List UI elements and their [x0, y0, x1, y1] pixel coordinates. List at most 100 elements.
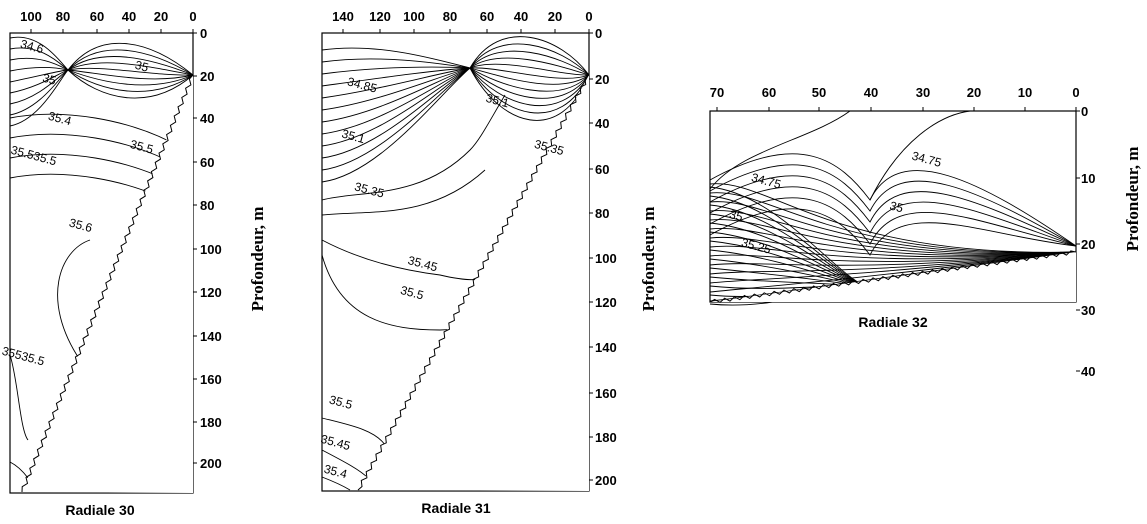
- chart-caption: Radiale 30: [65, 502, 134, 518]
- y-tick-label: 160: [200, 372, 222, 387]
- x-tick-label: 0: [585, 9, 592, 24]
- isoline: [469, 63, 590, 76]
- y-tick-label: 0: [200, 26, 207, 41]
- y-tick-label: 180: [595, 430, 617, 445]
- x-tick-label: 40: [864, 85, 878, 100]
- contour-label: 35.5: [129, 137, 155, 157]
- isoline: [9, 47, 69, 71]
- isoline: [469, 67, 590, 99]
- y-tick-label: 140: [595, 340, 617, 355]
- y-tick-label: 20: [595, 72, 609, 87]
- isoline: [709, 175, 1077, 247]
- x-tick-label: 60: [90, 9, 104, 24]
- isoline: [469, 36, 590, 76]
- isoline: [469, 43, 590, 76]
- isoline: [67, 49, 194, 76]
- isoline: [321, 67, 471, 87]
- isoline: [469, 67, 590, 85]
- isoline: [469, 67, 590, 114]
- x-tick-label: 20: [154, 9, 168, 24]
- y-axis-label: Profondeur, m: [1123, 147, 1142, 252]
- contour-label: 35: [41, 71, 58, 88]
- isoline: [321, 67, 471, 183]
- isoline: [869, 110, 971, 201]
- isoline: [67, 56, 194, 76]
- x-tick-label: 40: [514, 9, 528, 24]
- isoline: [709, 251, 1077, 275]
- x-tick-label: 140: [332, 9, 354, 24]
- contour-label: 35.4: [322, 462, 348, 482]
- isoline: [9, 69, 69, 94]
- isoline: [67, 69, 194, 99]
- isoline: [67, 69, 194, 92]
- y-tick-label: 140: [200, 329, 222, 344]
- isoline: [709, 228, 1077, 256]
- seabed-line: [21, 74, 194, 493]
- isoline: [469, 50, 590, 76]
- x-tick-label: 60: [762, 85, 776, 100]
- isoline: [321, 67, 471, 99]
- isoline: [67, 69, 194, 86]
- isoline: [9, 69, 69, 116]
- isoline: [321, 67, 471, 159]
- x-tick-label: 20: [967, 85, 981, 100]
- isoline: [321, 47, 471, 69]
- isoline: [321, 449, 369, 479]
- contour-label: 35.4: [47, 109, 73, 129]
- isoline: [9, 113, 183, 149]
- contour-label: 35.5: [328, 392, 354, 412]
- seabed-line: [357, 74, 590, 491]
- x-tick-label: 100: [20, 9, 42, 24]
- x-tick-label: 120: [369, 9, 391, 24]
- isoline: [709, 183, 1077, 253]
- isoline: [469, 67, 590, 107]
- isoline: [709, 164, 1077, 247]
- isoline: [9, 67, 69, 72]
- isoline: [709, 192, 1077, 254]
- y-tick-label: 120: [595, 295, 617, 310]
- isoline: [67, 67, 194, 76]
- contour-label: 35.1: [340, 127, 366, 147]
- y-tick-label: 100: [200, 242, 222, 257]
- isoline: [9, 354, 29, 441]
- x-tick-label: 10: [1018, 85, 1032, 100]
- y-axis-label: Profondeur, m: [248, 207, 267, 312]
- isoline: [469, 57, 590, 76]
- isoline: [67, 42, 194, 76]
- x-tick-label: 0: [189, 9, 196, 24]
- isoline: [709, 251, 1077, 293]
- x-tick-label: 70: [710, 85, 724, 100]
- isoline: [709, 197, 1077, 247]
- isoline: [709, 236, 1077, 258]
- y-tick-label: 30: [1081, 303, 1095, 318]
- isoline: [321, 67, 471, 171]
- isoline: [709, 208, 1077, 256]
- x-tick-label: 80: [443, 9, 457, 24]
- y-tick-label: 20: [200, 69, 214, 84]
- x-tick-label: 50: [812, 85, 826, 100]
- isoline: [709, 219, 1077, 255]
- y-tick-label: 40: [200, 111, 214, 126]
- isoline: [9, 69, 69, 83]
- isoline: [709, 245, 1077, 260]
- y-axis-label: Profondeur, m: [639, 207, 658, 312]
- x-tick-label: 60: [480, 9, 494, 24]
- isoline: [321, 417, 386, 446]
- contour-label: 34.6: [19, 37, 45, 57]
- isoline: [709, 201, 1077, 254]
- y-tick-label: 80: [595, 206, 609, 221]
- y-tick-label: 10: [1081, 171, 1095, 186]
- x-tick-label: 80: [56, 9, 70, 24]
- contour-label: 35: [888, 198, 905, 215]
- y-tick-label: 100: [595, 251, 617, 266]
- x-tick-label: 0: [1072, 85, 1079, 100]
- contour-label: 35: [133, 58, 150, 75]
- isoline: [321, 169, 486, 216]
- isoline: [321, 67, 471, 135]
- y-tick-label: 40: [595, 116, 609, 131]
- isoline: [321, 476, 351, 491]
- y-tick-label: 60: [595, 162, 609, 177]
